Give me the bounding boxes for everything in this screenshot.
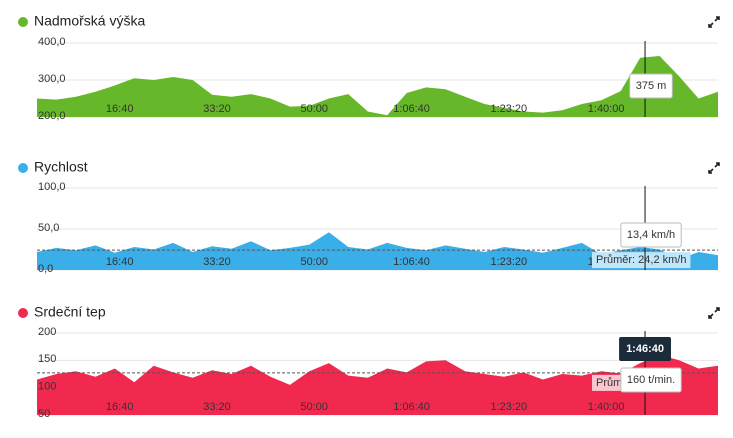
expand-arrow [708,307,720,319]
y-tick-label: 100,0 [38,181,66,193]
chart-title: Rychlost [34,159,88,175]
x-tick-label: 1:06:40 [393,401,430,413]
y-tick-label: 150 [38,353,56,365]
x-tick-label: 33:20 [203,103,231,115]
x-tick-label: 16:40 [106,401,134,413]
tooltip-value: 13,4 km/h [627,229,675,241]
average-label-box [592,252,691,269]
x-tick-label: 50:00 [300,256,328,268]
x-tick-label: 33:20 [203,256,231,268]
x-tick-label: 1:06:40 [393,103,430,115]
x-tick-label: 33:20 [203,401,231,413]
area [37,354,718,415]
x-tick-label: 50:00 [300,401,328,413]
expand-arrow [708,16,720,28]
area [37,232,718,270]
x-tick-label: 50:00 [300,103,328,115]
x-tick-label: 1:23:20 [490,256,527,268]
x-tick-label: 16:40 [106,103,134,115]
tooltip-value: 375 m [636,80,667,92]
time-tooltip-box [619,337,671,361]
y-tick-label: 50,0 [38,222,59,234]
legend-dot [18,163,28,173]
expand-icon[interactable] [708,16,720,28]
area [37,56,718,117]
y-tick-label: 50 [38,408,50,420]
expand-arrow [708,162,720,174]
x-tick-label: 1:23:20 [490,401,527,413]
expand-icon[interactable] [708,307,720,319]
expand-icon[interactable] [708,162,720,174]
x-tick-label: 1:40:00 [588,103,625,115]
tooltip-box [620,222,682,248]
average-label: Průměr: 24,2 km/h [596,254,686,266]
tooltip-box [629,73,673,99]
y-tick-label: 0,0 [38,263,53,275]
tooltip-value: 160 t/min. [627,374,675,386]
time-tooltip: 1:46:40 [626,343,664,355]
y-tick-label: 100 [38,381,56,393]
y-tick-label: 400,0 [38,36,66,48]
x-tick-label: 1:06:40 [393,256,430,268]
y-tick-label: 200,0 [38,110,66,122]
tooltip-box [620,367,682,393]
legend-dot [18,308,28,318]
x-tick-label: 16:40 [106,256,134,268]
legend-dot [18,17,28,27]
y-tick-label: 200 [38,326,56,338]
x-tick-label: 1:40:00 [588,401,625,413]
x-tick-label: 1:23:20 [490,103,527,115]
chart-title: Nadmořská výška [34,13,145,29]
chart-title: Srdeční tep [34,304,106,320]
y-tick-label: 300,0 [38,73,66,85]
